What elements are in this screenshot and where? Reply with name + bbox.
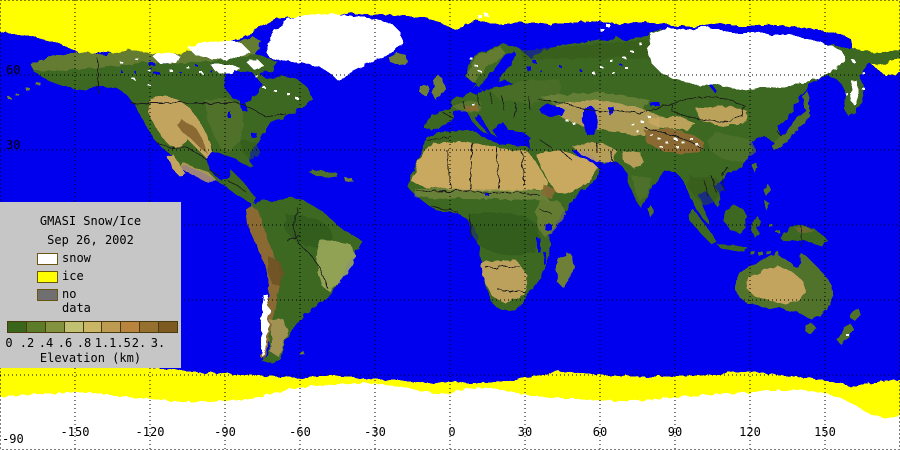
colorbar-tick: 2. <box>131 336 147 350</box>
lon-tick-label: 90 <box>667 425 683 439</box>
snow-swatch <box>37 253 58 265</box>
colorbar-caption: Elevation (km) <box>39 351 142 365</box>
colorbar-tick: .8 <box>76 336 92 350</box>
legend-date: Sep 26, 2002 <box>47 233 134 247</box>
colorbar-cell <box>26 322 46 332</box>
lon-tick-label: 120 <box>739 425 761 439</box>
colorbar-tick: .6 <box>57 336 73 350</box>
colorbar-cell <box>102 322 122 332</box>
lon-tick-label: 0 <box>448 425 456 439</box>
ice-label: ice <box>62 269 84 283</box>
colorbar-cell <box>121 322 141 332</box>
legend-title: GMASI Snow/Ice <box>39 214 142 228</box>
no-data-label: no data <box>62 287 91 315</box>
colorbar-cell <box>45 322 65 332</box>
colorbar-tick: 3. <box>150 336 166 350</box>
no-data-swatch <box>37 289 58 301</box>
colorbar-cell <box>83 322 103 332</box>
colorbar-tick: .4 <box>38 336 54 350</box>
lon-tick-label: 30 <box>517 425 533 439</box>
lon-tick-label: -120 <box>135 425 165 439</box>
lon-tick-label: -60 <box>289 425 311 439</box>
snow-speckles <box>120 13 865 336</box>
lon-tick-label: -30 <box>364 425 386 439</box>
colorbar-cell <box>8 322 27 332</box>
lat-tick-label-minus90: -90 <box>2 432 24 446</box>
colorbar-tick: 1. <box>94 336 110 350</box>
colorbar-tick: 1.5 <box>109 336 131 350</box>
colorbar-tick: 0 <box>5 336 13 350</box>
snow-label: snow <box>62 251 91 265</box>
country-borders <box>96 57 803 346</box>
lon-tick-label: -90 <box>214 425 236 439</box>
lon-tick-label: 60 <box>592 425 608 439</box>
colorbar-cell <box>159 322 178 332</box>
lat-tick-label-30: 30 <box>6 138 21 152</box>
elevation-colorbar <box>7 321 178 333</box>
colorbar-cell <box>64 322 84 332</box>
lon-tick-label: -150 <box>60 425 90 439</box>
ice-swatch <box>37 271 58 283</box>
colorbar-cell <box>140 322 160 332</box>
legend-panel: GMASI Snow/Ice Sep 26, 2002 snow ice no … <box>0 202 181 368</box>
colorbar-tick: .2 <box>19 336 35 350</box>
lon-tick-label: 150 <box>814 425 836 439</box>
lat-tick-label-60: 60 <box>6 63 21 77</box>
